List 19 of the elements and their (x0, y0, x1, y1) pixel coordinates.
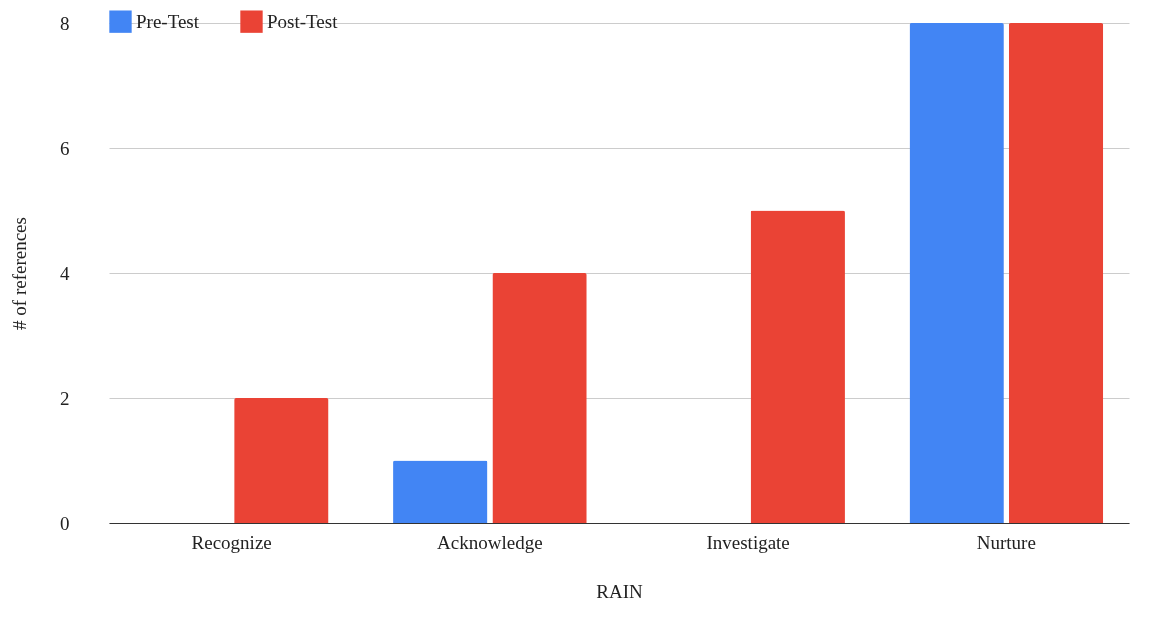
y-tick-label: 0 (60, 512, 70, 534)
y-tick-label: 8 (60, 12, 70, 34)
bar (1008, 23, 1104, 523)
x-tick-label: Nurture (976, 531, 1036, 553)
y-tick-label: 4 (60, 262, 70, 284)
bar (492, 273, 587, 523)
legend-label: Pre-Test (136, 10, 200, 32)
x-tick-label: Investigate (706, 531, 790, 553)
y-tick-label: 6 (60, 137, 70, 159)
x-tick-label: Acknowledge (437, 531, 543, 553)
bar (393, 460, 488, 523)
x-tick-label: Recognize (191, 531, 272, 553)
bar (909, 23, 1004, 523)
bar (750, 210, 845, 523)
x-axis-title: RAIN (596, 580, 643, 602)
legend-label: Post-Test (267, 10, 339, 32)
y-tick-label: 2 (60, 387, 70, 409)
y-axis-title: # of references (9, 217, 30, 330)
bar (234, 398, 329, 523)
